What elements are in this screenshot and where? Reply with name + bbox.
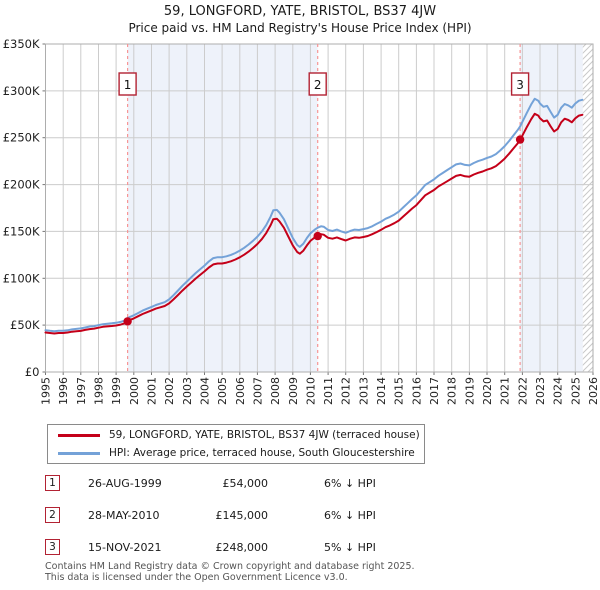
svg-text:£250K: £250K xyxy=(3,131,40,145)
sale-number-badge: 3 xyxy=(45,538,60,555)
svg-text:1997: 1997 xyxy=(75,377,88,405)
sale-price: £248,000 xyxy=(215,540,269,554)
svg-text:£0: £0 xyxy=(25,365,40,379)
svg-text:2008: 2008 xyxy=(269,377,282,405)
svg-text:2013: 2013 xyxy=(357,377,370,405)
svg-text:2006: 2006 xyxy=(234,377,247,405)
sale-row-1: 1 26-AUG-1999 £54,000 6% ↓ HPI xyxy=(0,475,600,493)
svg-text:2003: 2003 xyxy=(181,377,194,405)
svg-text:2010: 2010 xyxy=(304,377,317,405)
svg-text:1998: 1998 xyxy=(93,377,106,405)
svg-text:2021: 2021 xyxy=(499,377,512,405)
svg-text:2024: 2024 xyxy=(552,377,565,405)
property-line-swatch xyxy=(58,433,100,437)
svg-text:£50K: £50K xyxy=(10,318,40,332)
svg-text:£150K: £150K xyxy=(3,224,40,238)
svg-text:2019: 2019 xyxy=(463,377,476,405)
legend-item-hpi: HPI: Average price, terraced house, Sout… xyxy=(48,444,424,462)
svg-text:2023: 2023 xyxy=(534,377,547,405)
svg-text:2018: 2018 xyxy=(446,377,459,405)
svg-text:2: 2 xyxy=(314,78,322,92)
hpi-line-swatch xyxy=(58,451,100,455)
sale-hpi-delta: 5% ↓ HPI xyxy=(324,540,376,554)
svg-text:2017: 2017 xyxy=(428,377,441,405)
svg-text:£300K: £300K xyxy=(3,84,40,98)
svg-text:2001: 2001 xyxy=(146,377,159,405)
svg-text:2022: 2022 xyxy=(516,377,529,405)
chart-title: 59, LONGFORD, YATE, BRISTOL, BS37 4JW xyxy=(163,4,437,19)
price-history-chart: 1995 1996 1997 1998 1999 2000 2001 2002 2003 2004… xyxy=(3,37,600,405)
svg-text:2007: 2007 xyxy=(251,377,264,405)
legend-label-hpi: HPI: Average price, terraced house, Sout… xyxy=(109,447,415,459)
svg-text:2025: 2025 xyxy=(569,377,582,405)
svg-text:2005: 2005 xyxy=(216,377,229,405)
svg-text:£200K: £200K xyxy=(3,178,40,192)
sale-number-badge: 1 xyxy=(45,475,60,491)
svg-text:2012: 2012 xyxy=(340,377,353,405)
svg-text:2026: 2026 xyxy=(587,377,600,405)
svg-text:1999: 1999 xyxy=(110,377,123,405)
chart-subtitle: Price paid vs. HM Land Registry's House … xyxy=(128,21,472,35)
svg-text:2014: 2014 xyxy=(375,377,388,405)
svg-text:£100K: £100K xyxy=(3,271,40,285)
sale-date: 15-NOV-2021 xyxy=(88,540,162,554)
sale-date: 26-AUG-1999 xyxy=(88,477,162,490)
sale-price: £145,000 xyxy=(215,509,269,522)
svg-text:3: 3 xyxy=(516,78,524,92)
sale-row-2: 2 28-MAY-2010 £145,000 6% ↓ HPI xyxy=(0,507,600,525)
svg-text:2011: 2011 xyxy=(322,377,335,405)
svg-text:2016: 2016 xyxy=(410,377,423,405)
legend-item-property: 59, LONGFORD, YATE, BRISTOL, BS37 4JW (t… xyxy=(48,426,424,444)
svg-text:2002: 2002 xyxy=(163,377,176,405)
sale-hpi-delta: 6% ↓ HPI xyxy=(324,477,376,490)
sale-row-3: 3 15-NOV-2021 £248,000 5% ↓ HPI xyxy=(0,538,600,557)
sale-date: 28-MAY-2010 xyxy=(88,509,160,522)
copyright-footer: Contains HM Land Registry data © Crown c… xyxy=(45,561,415,583)
sale-number-badge: 2 xyxy=(45,507,60,523)
svg-text:2009: 2009 xyxy=(287,377,300,405)
legend-label-property: 59, LONGFORD, YATE, BRISTOL, BS37 4JW (t… xyxy=(109,429,420,441)
svg-text:£350K: £350K xyxy=(3,37,40,51)
svg-text:2020: 2020 xyxy=(481,377,494,405)
svg-text:2015: 2015 xyxy=(393,377,406,405)
svg-text:1996: 1996 xyxy=(57,377,70,405)
svg-text:1: 1 xyxy=(124,78,132,92)
sale-hpi-delta: 6% ↓ HPI xyxy=(324,509,376,522)
sale-price: £54,000 xyxy=(222,477,269,490)
footer-line-2: This data is licensed under the Open Gov… xyxy=(45,572,348,583)
chart-legend: 59, LONGFORD, YATE, BRISTOL, BS37 4JW (t… xyxy=(47,424,425,464)
svg-text:1995: 1995 xyxy=(40,377,53,405)
svg-text:2000: 2000 xyxy=(128,377,141,405)
svg-text:2004: 2004 xyxy=(199,377,212,405)
footer-line-1: Contains HM Land Registry data © Crown c… xyxy=(45,561,415,572)
